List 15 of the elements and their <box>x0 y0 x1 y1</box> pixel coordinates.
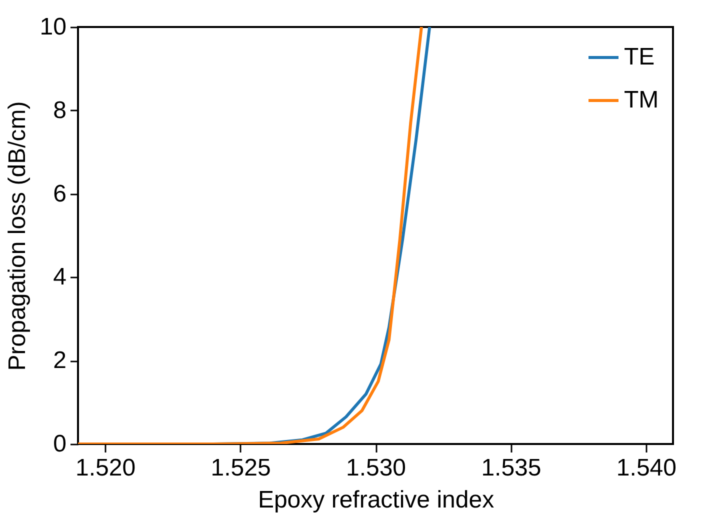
x-tick-label: 1.540 <box>616 454 676 482</box>
x-tick-label: 1.520 <box>76 454 136 482</box>
y-tick-label: 4 <box>53 264 66 291</box>
x-tick-label: 1.525 <box>210 454 271 482</box>
legend-label: TE <box>624 44 655 70</box>
y-tick-label: 2 <box>53 347 66 374</box>
y-tick-label: 10 <box>40 14 66 40</box>
y-tick-label: 8 <box>53 96 66 124</box>
y-tick-label: 0 <box>53 430 66 458</box>
y-axis-title: Propagation loss (dB/cm) <box>4 101 31 371</box>
x-axis-title: Epoxy refractive index <box>258 486 494 514</box>
y-tick-label: 6 <box>53 180 66 208</box>
x-tick-label: 1.530 <box>346 454 406 482</box>
legend-label: TM <box>624 86 659 114</box>
x-tick-label: 1.535 <box>481 454 542 482</box>
